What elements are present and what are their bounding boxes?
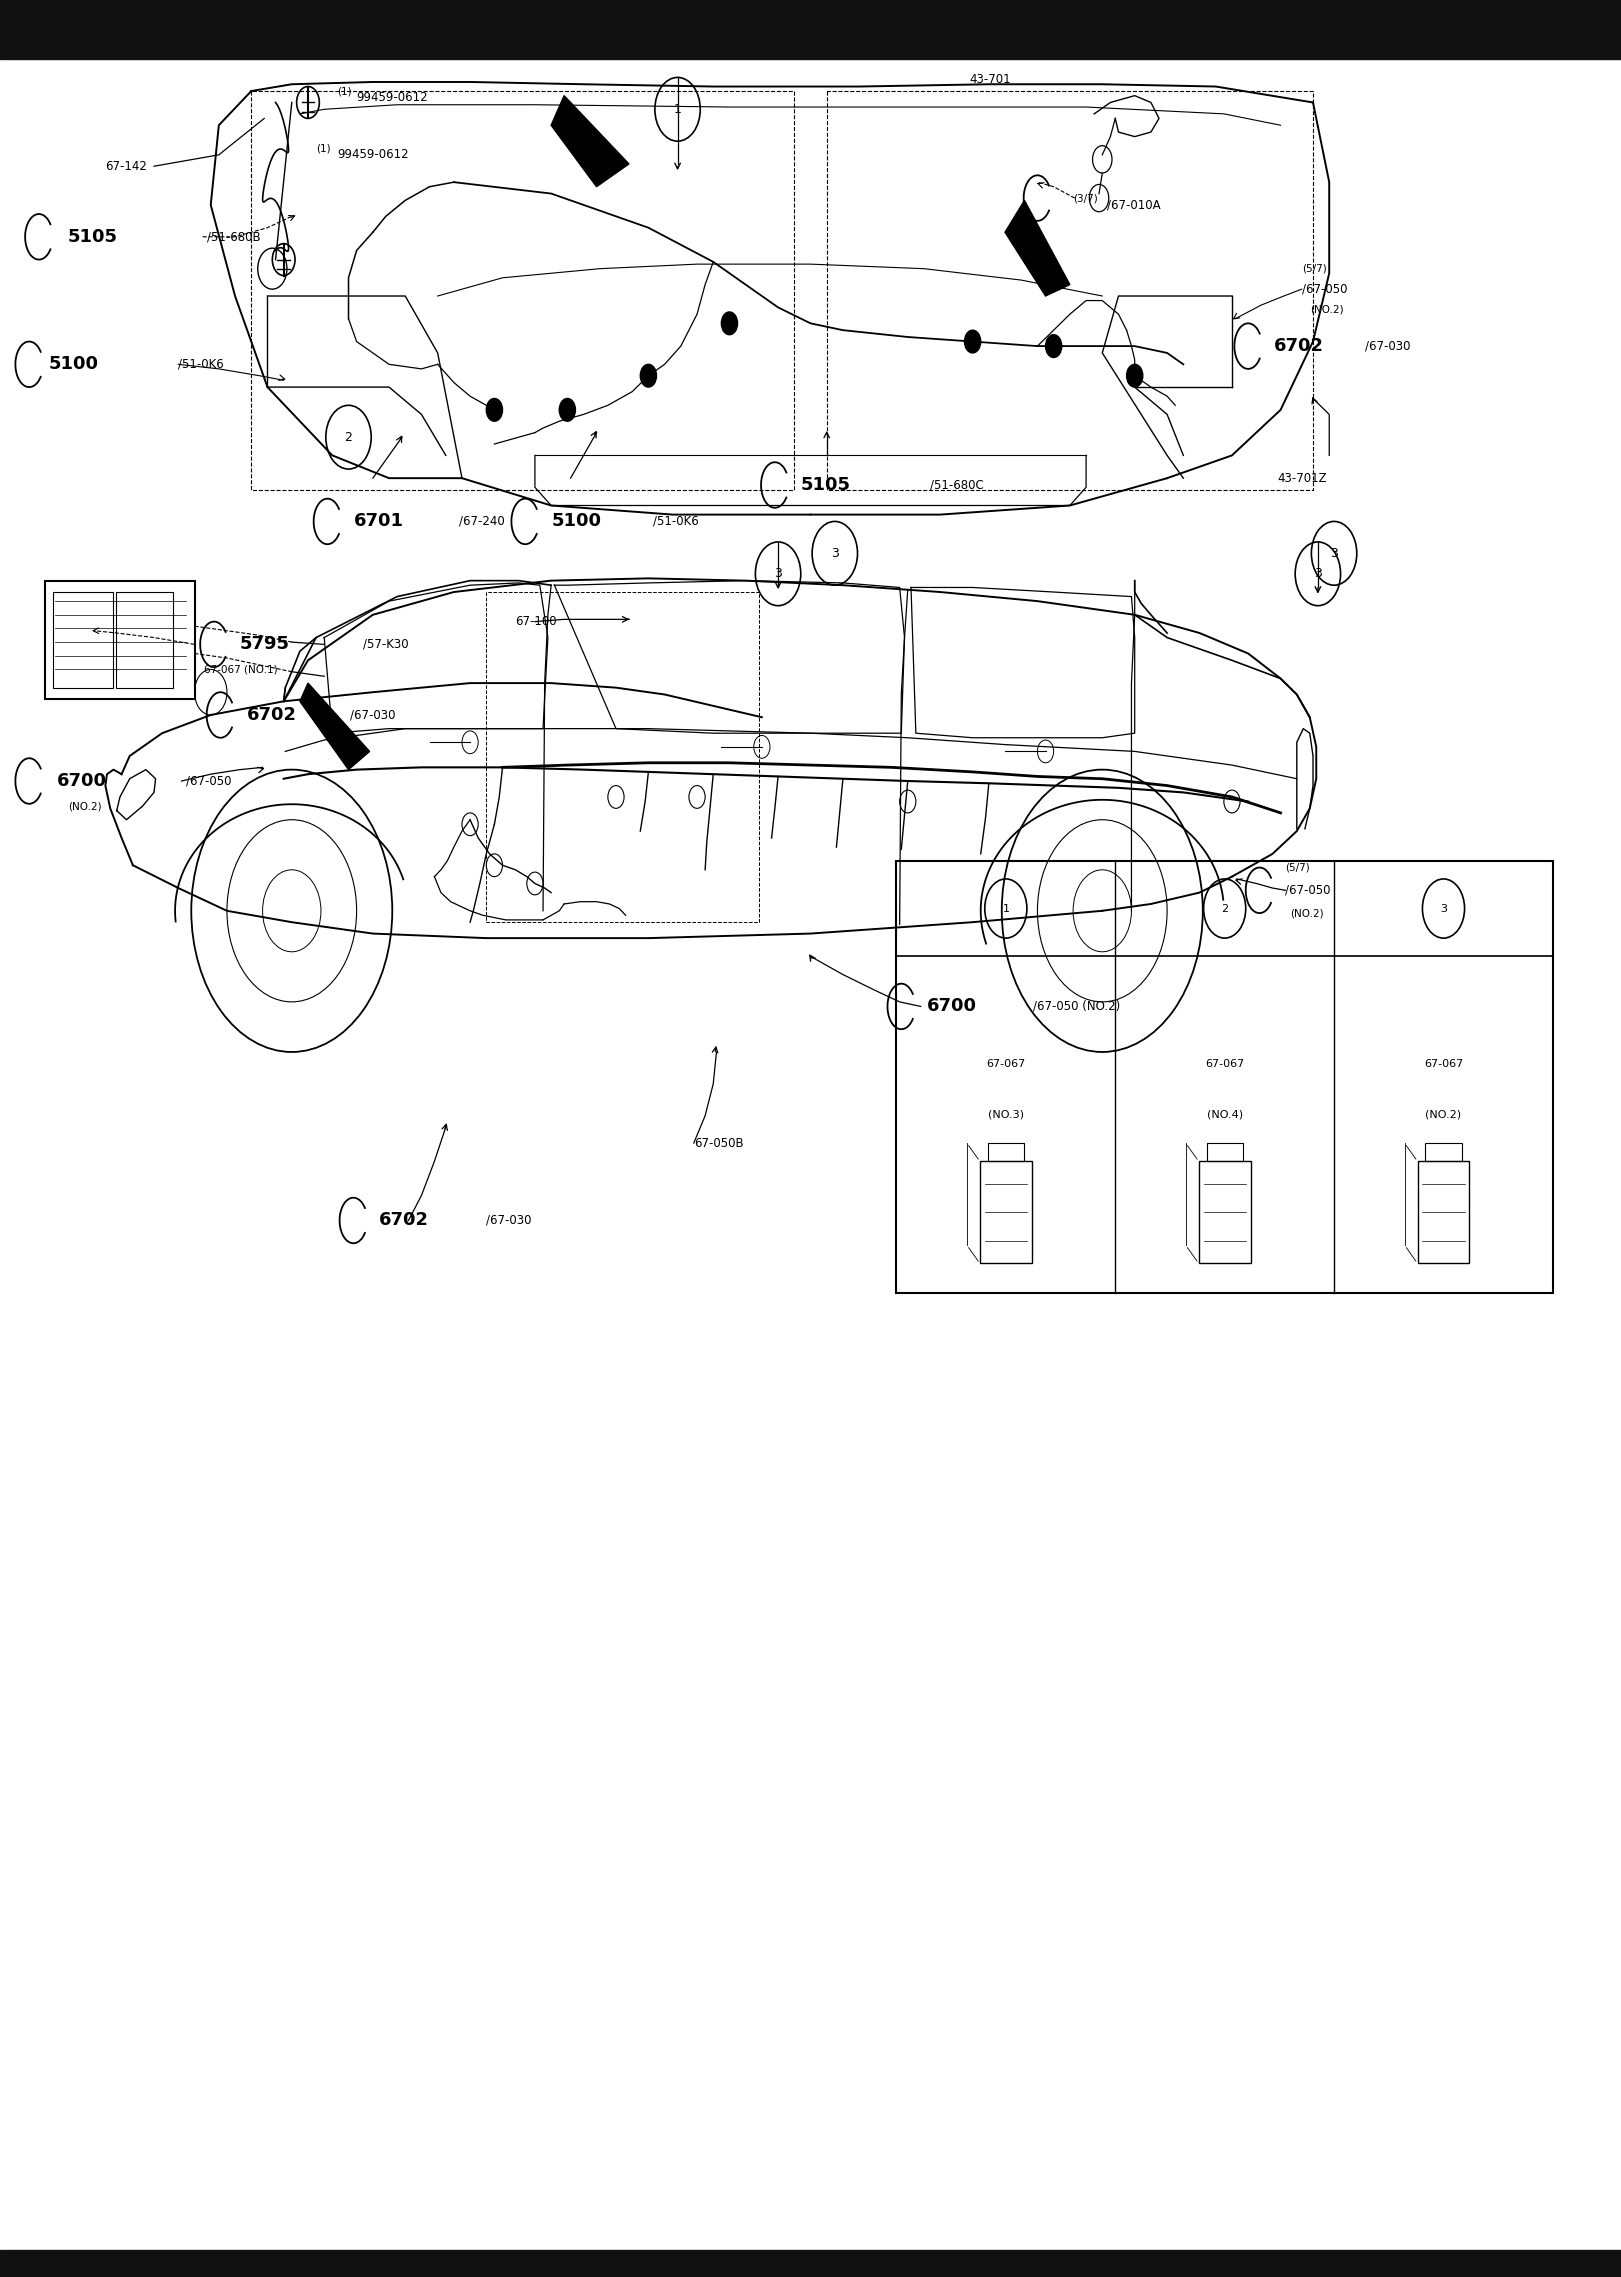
Text: 3: 3 <box>1331 546 1337 560</box>
Circle shape <box>721 312 738 335</box>
Text: 99459-0612: 99459-0612 <box>357 91 428 105</box>
FancyArrowPatch shape <box>1405 1248 1417 1261</box>
Bar <box>0 0 1621 59</box>
Text: (5/7): (5/7) <box>1285 863 1310 872</box>
Text: /57-K30: /57-K30 <box>363 638 408 651</box>
Polygon shape <box>1005 200 1070 296</box>
Circle shape <box>559 398 575 421</box>
Text: /67-050: /67-050 <box>186 774 232 788</box>
Text: (1): (1) <box>316 143 331 153</box>
Text: 2: 2 <box>345 430 352 444</box>
Text: 67-067: 67-067 <box>1423 1059 1464 1070</box>
Text: 3: 3 <box>1439 904 1448 913</box>
Text: 43-701: 43-701 <box>969 73 1012 87</box>
Text: /67-050: /67-050 <box>1302 282 1347 296</box>
Text: 67-100: 67-100 <box>515 615 558 628</box>
Text: /51-0K6: /51-0K6 <box>178 357 224 371</box>
Text: 3: 3 <box>1315 567 1321 581</box>
Bar <box>53 592 113 688</box>
Text: 67-050B: 67-050B <box>694 1136 744 1150</box>
Bar <box>1206 1143 1243 1161</box>
Text: /51-680B: /51-680B <box>207 230 261 244</box>
Bar <box>0 2250 1621 2277</box>
Text: 5100: 5100 <box>49 355 99 373</box>
Text: (NO.3): (NO.3) <box>987 1109 1024 1120</box>
Circle shape <box>1046 335 1062 357</box>
Bar <box>1425 1143 1462 1161</box>
Text: 2: 2 <box>1221 904 1229 913</box>
Text: 67-142: 67-142 <box>105 159 148 173</box>
Text: 6700: 6700 <box>927 997 977 1016</box>
Bar <box>987 1143 1024 1161</box>
Bar <box>979 1161 1033 1264</box>
Bar <box>1418 1161 1470 1264</box>
Text: /67-030: /67-030 <box>486 1214 532 1227</box>
Text: (NO.2): (NO.2) <box>68 802 102 811</box>
FancyArrowPatch shape <box>968 1248 979 1261</box>
Text: (NO.2): (NO.2) <box>1425 1109 1462 1120</box>
Text: (3/7): (3/7) <box>1073 194 1097 203</box>
Text: 1: 1 <box>1002 904 1010 913</box>
Bar <box>896 861 1553 1293</box>
Polygon shape <box>300 683 370 770</box>
Text: (NO.2): (NO.2) <box>1290 909 1324 918</box>
Text: 43-701Z: 43-701Z <box>1277 471 1328 485</box>
FancyArrowPatch shape <box>968 1145 979 1159</box>
Text: 5105: 5105 <box>68 228 118 246</box>
Text: 6700: 6700 <box>57 772 107 790</box>
Text: (5/7): (5/7) <box>1302 264 1326 273</box>
Text: /51-680C: /51-680C <box>930 478 984 492</box>
Text: 3: 3 <box>832 546 838 560</box>
Text: (NO.2): (NO.2) <box>1310 305 1344 314</box>
Text: 99459-0612: 99459-0612 <box>337 148 408 162</box>
Text: /67-010A: /67-010A <box>1107 198 1161 212</box>
Text: 5795: 5795 <box>240 635 290 653</box>
Text: /67-240: /67-240 <box>459 515 504 528</box>
Circle shape <box>1127 364 1143 387</box>
Text: (1): (1) <box>337 87 352 96</box>
Text: 5105: 5105 <box>801 476 851 494</box>
Text: 6701: 6701 <box>353 512 404 531</box>
Text: 67-067: 67-067 <box>1204 1059 1245 1070</box>
Bar <box>45 581 195 699</box>
Text: /51-0K6: /51-0K6 <box>653 515 699 528</box>
FancyArrowPatch shape <box>1187 1145 1198 1159</box>
Text: 6702: 6702 <box>246 706 297 724</box>
Bar <box>117 592 173 688</box>
Circle shape <box>964 330 981 353</box>
Text: 6702: 6702 <box>379 1211 430 1230</box>
Text: /67-030: /67-030 <box>1365 339 1410 353</box>
Polygon shape <box>551 96 629 187</box>
Text: 3: 3 <box>775 567 781 581</box>
FancyArrowPatch shape <box>1405 1145 1417 1159</box>
Text: 1: 1 <box>674 102 681 116</box>
FancyArrowPatch shape <box>1187 1248 1198 1261</box>
Text: (NO.4): (NO.4) <box>1206 1109 1243 1120</box>
Text: 67-067 (NO.1): 67-067 (NO.1) <box>204 665 277 674</box>
Text: /67-050 (NO.2): /67-050 (NO.2) <box>1033 1000 1120 1013</box>
Text: 5100: 5100 <box>551 512 601 531</box>
Circle shape <box>640 364 657 387</box>
Text: /67-030: /67-030 <box>350 708 396 722</box>
Text: /67-050: /67-050 <box>1285 883 1331 897</box>
Text: 67-067: 67-067 <box>986 1059 1026 1070</box>
Bar <box>1200 1161 1251 1264</box>
Circle shape <box>486 398 503 421</box>
Text: 6702: 6702 <box>1274 337 1324 355</box>
